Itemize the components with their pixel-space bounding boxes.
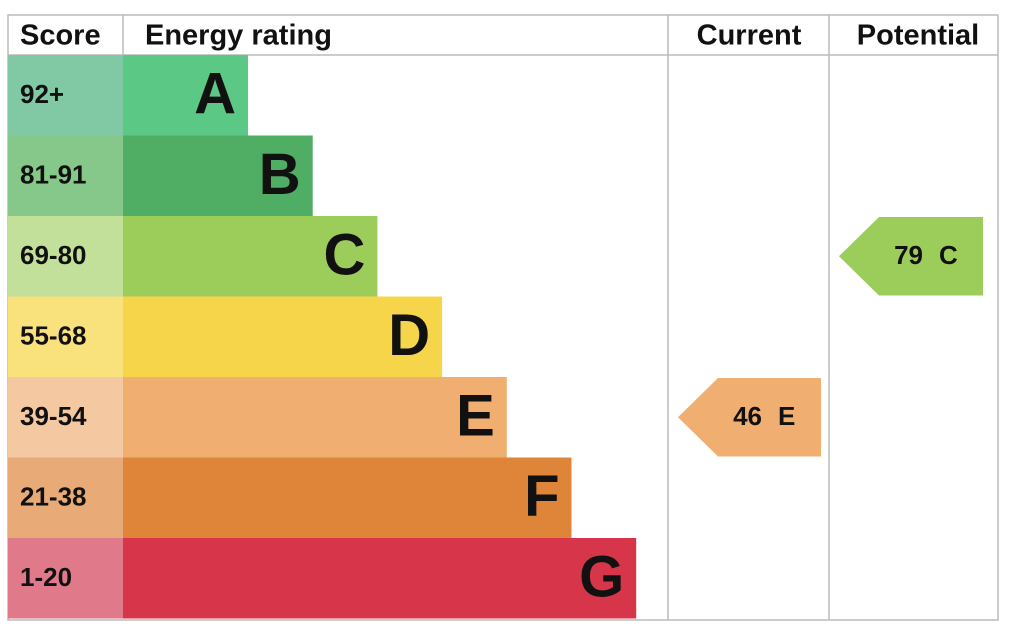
rating-bar xyxy=(123,538,637,619)
header-score: Score xyxy=(20,20,101,52)
rating-bar xyxy=(123,55,248,136)
rating-bar xyxy=(123,457,572,538)
score-range: 39-54 xyxy=(20,401,87,431)
score-cell xyxy=(8,55,123,136)
header-current: Current xyxy=(697,20,802,52)
rating-bar xyxy=(123,216,378,297)
rating-letter: F xyxy=(524,464,559,529)
rating-letter: D xyxy=(388,303,430,368)
rating-bar xyxy=(123,377,507,458)
rating-letter: B xyxy=(259,142,301,207)
score-range: 55-68 xyxy=(20,321,87,351)
score-range: 1-20 xyxy=(20,562,72,592)
score-range: 81-91 xyxy=(20,160,87,190)
score-cell xyxy=(8,296,123,377)
header-rating: Energy rating xyxy=(145,20,332,52)
score-range: 92+ xyxy=(20,79,64,109)
score-range: 21-38 xyxy=(20,482,87,512)
potential-score: 79 xyxy=(894,240,923,270)
score-cell xyxy=(8,457,123,538)
score-cell xyxy=(8,377,123,458)
score-cell xyxy=(8,216,123,297)
rating-bar xyxy=(123,135,313,216)
current-score: 46 xyxy=(733,401,762,431)
potential-arrow xyxy=(839,217,983,296)
score-cell xyxy=(8,538,123,619)
score-cell xyxy=(8,135,123,216)
score-range: 69-80 xyxy=(20,240,87,270)
potential-rating: C xyxy=(939,240,958,270)
rating-letter: E xyxy=(456,384,495,449)
rating-letter: A xyxy=(194,62,236,127)
header-potential: Potential xyxy=(857,20,979,52)
rating-bar xyxy=(123,296,443,377)
rating-letter: G xyxy=(579,545,624,610)
rating-letter: C xyxy=(324,223,366,288)
current-arrow xyxy=(678,378,821,457)
current-rating: E xyxy=(778,401,795,431)
